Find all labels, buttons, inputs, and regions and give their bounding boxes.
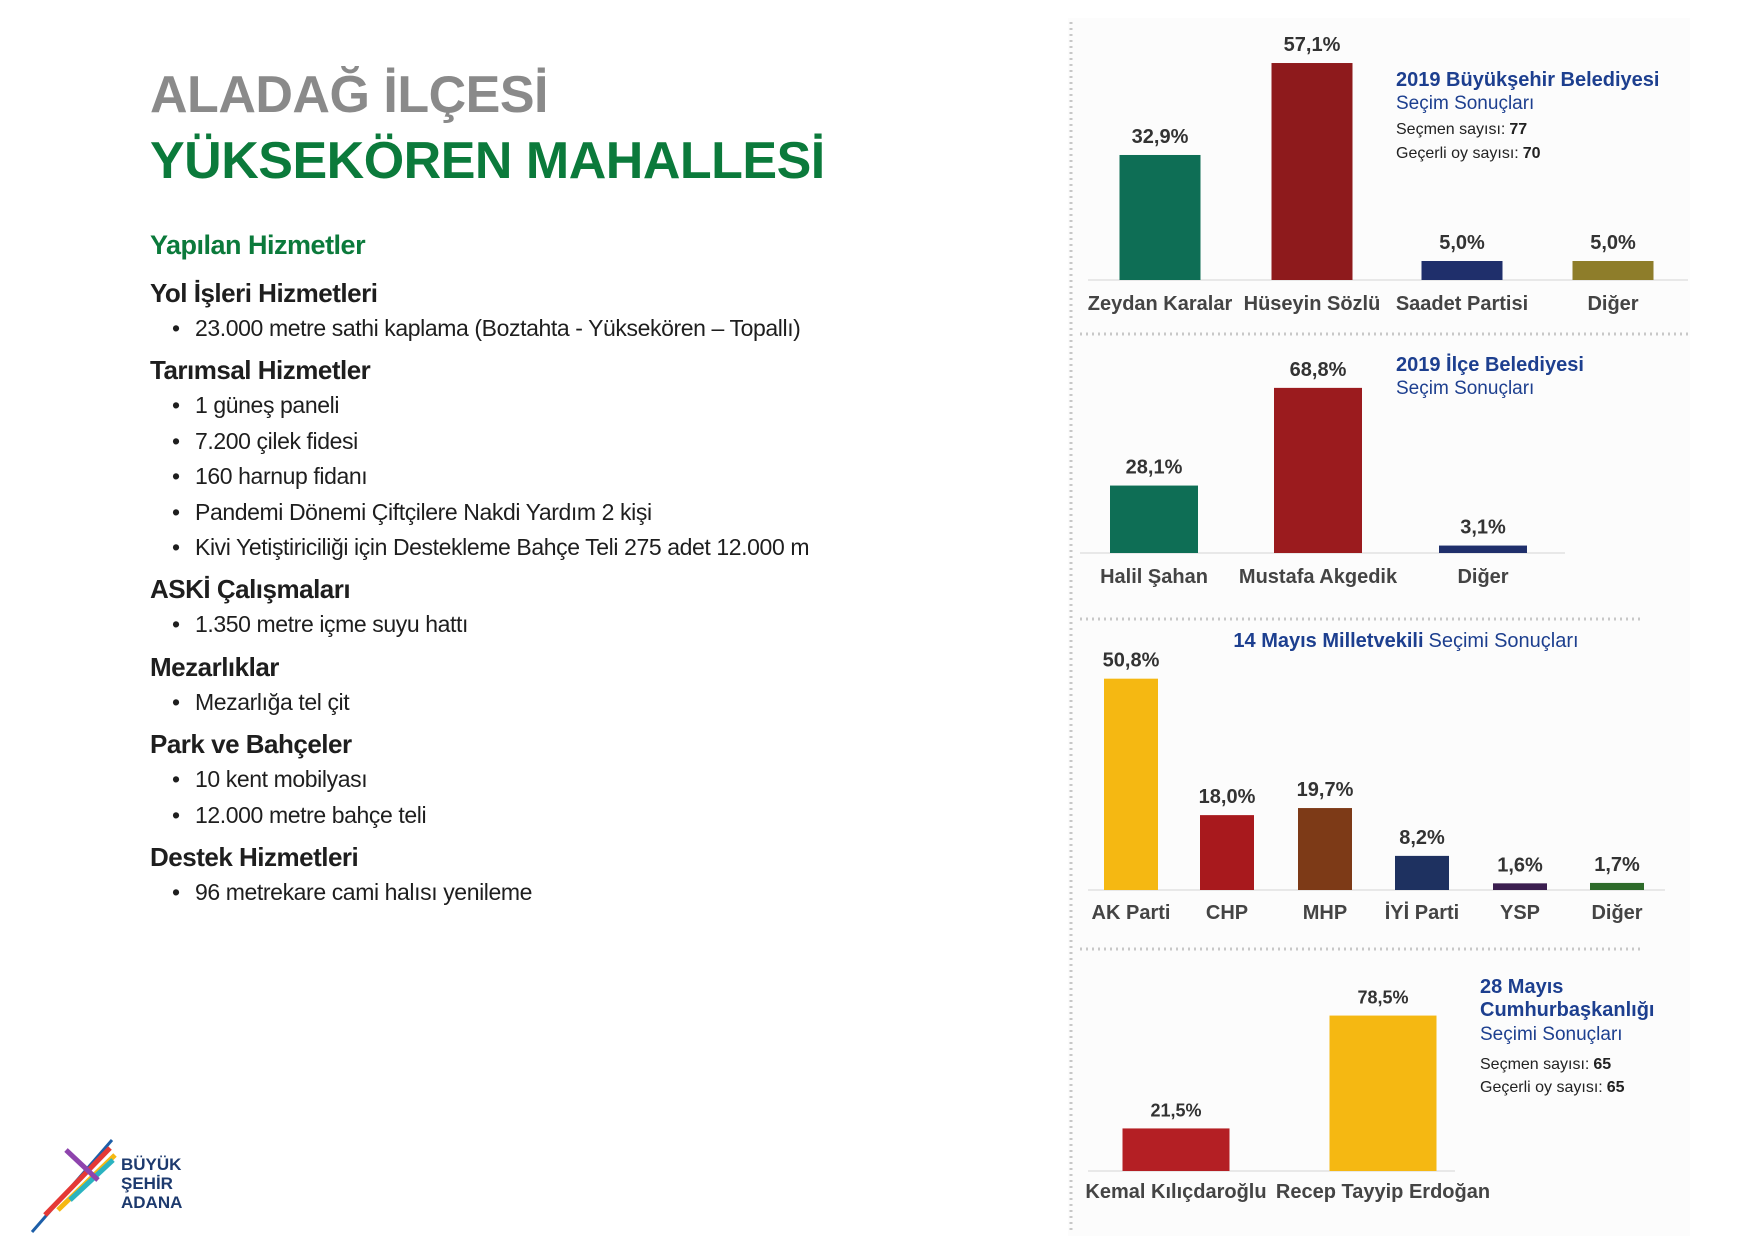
chart-title: 28 Mayıs	[1480, 976, 1563, 998]
chart-title: 2019 Büyükşehir Belediyesi	[1396, 69, 1659, 91]
chart-title-bold: 14 Mayıs Milletvekili	[1233, 630, 1423, 652]
section-heading: Tarımsal Hizmetler	[150, 355, 371, 386]
category-label: Halil Şahan	[1100, 566, 1208, 588]
info-value: 77	[1509, 121, 1527, 138]
bar	[1493, 883, 1547, 890]
section-heading: Park ve Bahçeler	[150, 729, 352, 760]
chart-subtitle: Seçimi Sonuçları	[1429, 630, 1579, 652]
bar	[1122, 1128, 1230, 1171]
value-label: 18,0%	[1199, 786, 1256, 808]
service-item: 160 harnup fidanı	[150, 459, 809, 495]
service-item: 96 metrekare cami halısı yenileme	[150, 875, 809, 911]
bar	[1110, 485, 1198, 553]
value-label: 8,2%	[1399, 827, 1445, 849]
value-label: 19,7%	[1297, 779, 1354, 801]
title-line: YÜKSEKÖREN MAHALLESİ	[150, 132, 825, 190]
value-label: 1,6%	[1497, 854, 1543, 876]
category-label: Diğer	[1587, 293, 1638, 315]
bar	[1119, 154, 1201, 280]
chart-subtitle: Seçimi Sonuçları	[1480, 1024, 1623, 1045]
logo: BÜYÜK ŞEHİR ADANA	[30, 1139, 182, 1233]
category-label: Recep Tayyip Erdoğan	[1276, 1181, 1490, 1203]
value-label: 3,1%	[1460, 517, 1506, 539]
category-label: İYİ Parti	[1385, 901, 1459, 924]
value-label: 21,5%	[1150, 1100, 1201, 1120]
service-item: Pandemi Dönemi Çiftçilere Nakdi Yardım 2…	[150, 495, 809, 531]
bar	[1590, 882, 1644, 890]
bar	[1271, 63, 1353, 280]
title-line: ALADAĞ İLÇESİ	[150, 66, 548, 124]
title: ALADAĞ İLÇESİ YÜKSEKÖREN MAHALLESİ	[150, 62, 825, 194]
service-item: 7.200 çilek fidesi	[150, 424, 809, 460]
info-label: Seçmen sayısı:	[1396, 121, 1505, 138]
value-label: 57,1%	[1284, 34, 1341, 56]
logo-text: ADANA	[121, 1193, 182, 1212]
value-label: 5,0%	[1439, 232, 1485, 254]
info-value: 65	[1593, 1056, 1611, 1073]
chart-title: 2019 İlçe Belediyesi	[1396, 353, 1584, 376]
value-label: 32,9%	[1132, 126, 1189, 148]
service-item: Kivi Yetiştiriciliği için Destekleme Bah…	[150, 530, 809, 566]
info-value: 70	[1523, 145, 1541, 162]
info-line: Geçerli oy sayısı: 65	[1480, 1079, 1625, 1096]
section-heading: Destek Hizmetleri	[150, 842, 359, 873]
bar	[1439, 545, 1527, 553]
service-item: 1.350 metre içme suyu hattı	[150, 607, 809, 643]
bar	[1572, 261, 1654, 280]
section-heading: Mezarlıklar	[150, 651, 279, 682]
bar	[1274, 387, 1362, 553]
value-label: 68,8%	[1290, 359, 1347, 381]
category-label: Kemal Kılıçdaroğlu	[1085, 1181, 1266, 1203]
service-item: 23.000 metre sathi kaplama (Boztahta - Y…	[150, 311, 809, 347]
services-title: Yapılan Hizmetler	[150, 230, 366, 260]
category-label: Mustafa Akgedik	[1239, 566, 1398, 588]
value-label: 28,1%	[1126, 457, 1183, 479]
service-item: 1 güneş paneli	[150, 388, 809, 424]
category-label: YSP	[1500, 902, 1540, 924]
service-item: 10 kent mobilyası	[150, 762, 809, 798]
category-label: MHP	[1303, 902, 1347, 924]
chart-title: 14 Mayıs Milletvekili Seçimi Sonuçları	[1233, 630, 1578, 652]
info-label: Seçmen sayısı:	[1480, 1056, 1589, 1073]
category-label: Saadet Partisi	[1396, 293, 1528, 315]
info-label: Geçerli oy sayısı:	[1480, 1079, 1603, 1096]
bar	[1421, 261, 1503, 280]
logo-text: BÜYÜK	[121, 1155, 182, 1174]
category-label: CHP	[1206, 902, 1248, 924]
chart-subtitle: Seçim Sonuçları	[1396, 378, 1534, 399]
category-label: Hüseyin Sözlü	[1244, 293, 1381, 315]
category-label: Diğer	[1457, 566, 1508, 588]
bar	[1104, 678, 1158, 890]
info-line: Seçmen sayısı: 65	[1480, 1056, 1611, 1073]
service-item: Mezarlığa tel çit	[150, 685, 809, 721]
chart-subtitle: Seçim Sonuçları	[1396, 93, 1534, 114]
section-heading: Yol İşleri Hizmetleri	[150, 278, 378, 308]
category-label: AK Parti	[1092, 902, 1171, 924]
service-item: 12.000 metre bahçe teli	[150, 798, 809, 834]
bar	[1298, 808, 1352, 890]
value-label: 1,7%	[1594, 854, 1640, 876]
section-heading: ASKİ Çalışmaları	[150, 574, 351, 605]
bar	[1395, 855, 1449, 890]
value-label: 50,8%	[1103, 650, 1160, 672]
info-label: Geçerli oy sayısı:	[1396, 145, 1519, 162]
logo-stripe	[64, 1148, 100, 1182]
info-line: Geçerli oy sayısı: 70	[1396, 145, 1541, 162]
info-value: 65	[1607, 1079, 1625, 1096]
chart-title: Cumhurbaşkanlığı	[1480, 999, 1654, 1021]
info-line: Seçmen sayısı: 77	[1396, 121, 1527, 138]
logo-stripe	[68, 1158, 115, 1202]
value-label: 78,5%	[1357, 988, 1408, 1008]
bar	[1200, 815, 1254, 890]
services: Yapılan Hizmetler Yol İşleri Hizmetleri2…	[150, 230, 809, 911]
category-label: Zeydan Karalar	[1088, 293, 1233, 315]
logo-stripe	[43, 1146, 112, 1217]
value-label: 5,0%	[1590, 232, 1636, 254]
category-label: Diğer	[1591, 902, 1642, 924]
bar	[1329, 1015, 1437, 1171]
logo-text: ŞEHİR	[121, 1174, 173, 1193]
